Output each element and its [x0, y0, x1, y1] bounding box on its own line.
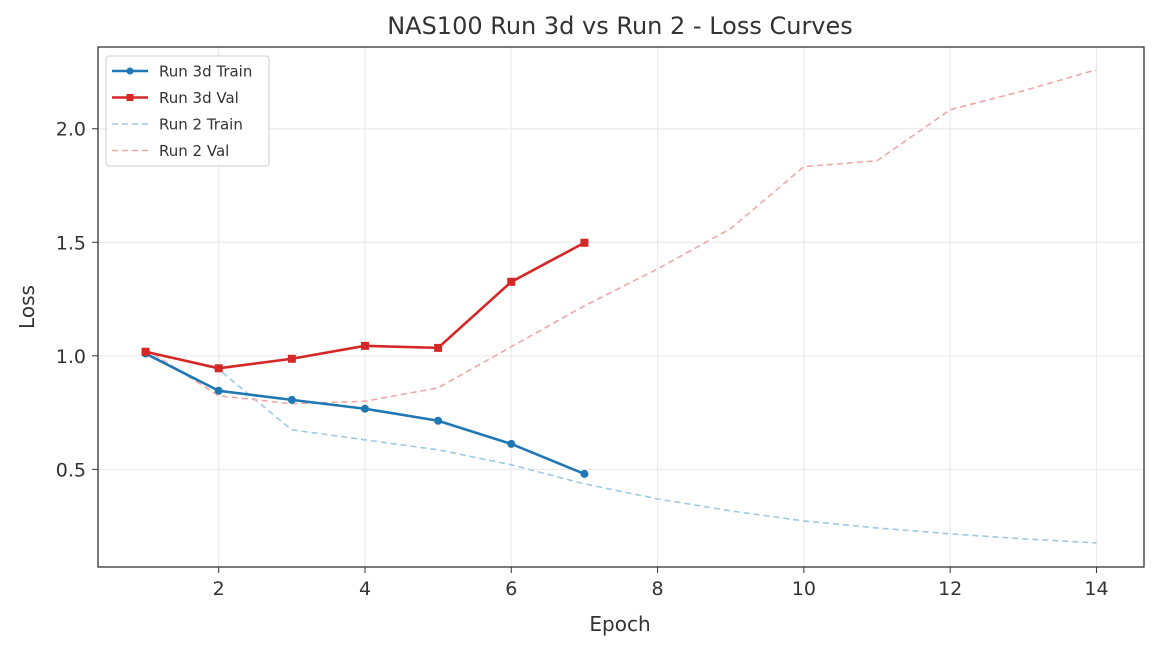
y-tick-label: 1.5: [56, 232, 86, 254]
legend-label: Run 2 Val: [159, 142, 229, 160]
legend: Run 3d Train Run 3d Val Run 2 Train Run 2 V…: [105, 55, 270, 167]
series-line-run-2-val: [145, 68, 1097, 405]
legend-label: Run 3d Val: [159, 89, 239, 107]
legend-marker: [126, 67, 134, 75]
data-point: [507, 439, 516, 448]
x-tick-label: 14: [1084, 578, 1108, 600]
x-tick-label: 12: [938, 578, 962, 600]
data-point: [580, 238, 589, 247]
legend-marker: [126, 94, 134, 101]
data-point: [360, 341, 369, 350]
chart-title: NAS100 Run 3d vs Run 2 - Loss Curves: [387, 12, 853, 40]
x-tick-label: 10: [792, 578, 816, 600]
legend-label: Run 2 Train: [159, 116, 243, 134]
data-point: [507, 277, 516, 286]
data-point: [434, 416, 443, 425]
y-tick-label: 2.0: [56, 119, 86, 141]
data-point: [360, 404, 369, 413]
data-point: [580, 469, 589, 478]
x-tick-label: 4: [359, 578, 371, 600]
x-axis-label: Epoch: [589, 612, 650, 636]
plot-frame: [97, 46, 1145, 568]
series-line-run-2-train: [145, 350, 1097, 544]
legend-box: [105, 55, 270, 167]
x-tick-label: 6: [505, 578, 517, 600]
data-point: [214, 364, 223, 373]
x-tick-label: 8: [652, 578, 664, 600]
data-point: [141, 347, 150, 356]
y-tick-label: 1.0: [56, 346, 86, 368]
data-point: [214, 386, 223, 395]
y-axis-label: Loss: [15, 285, 39, 329]
legend-label: Run 3d Train: [159, 63, 252, 81]
x-tick-label: 2: [213, 578, 225, 600]
data-point: [434, 343, 443, 352]
y-tick-label: 0.5: [56, 459, 86, 481]
data-point: [287, 354, 296, 363]
data-point: [287, 395, 296, 404]
